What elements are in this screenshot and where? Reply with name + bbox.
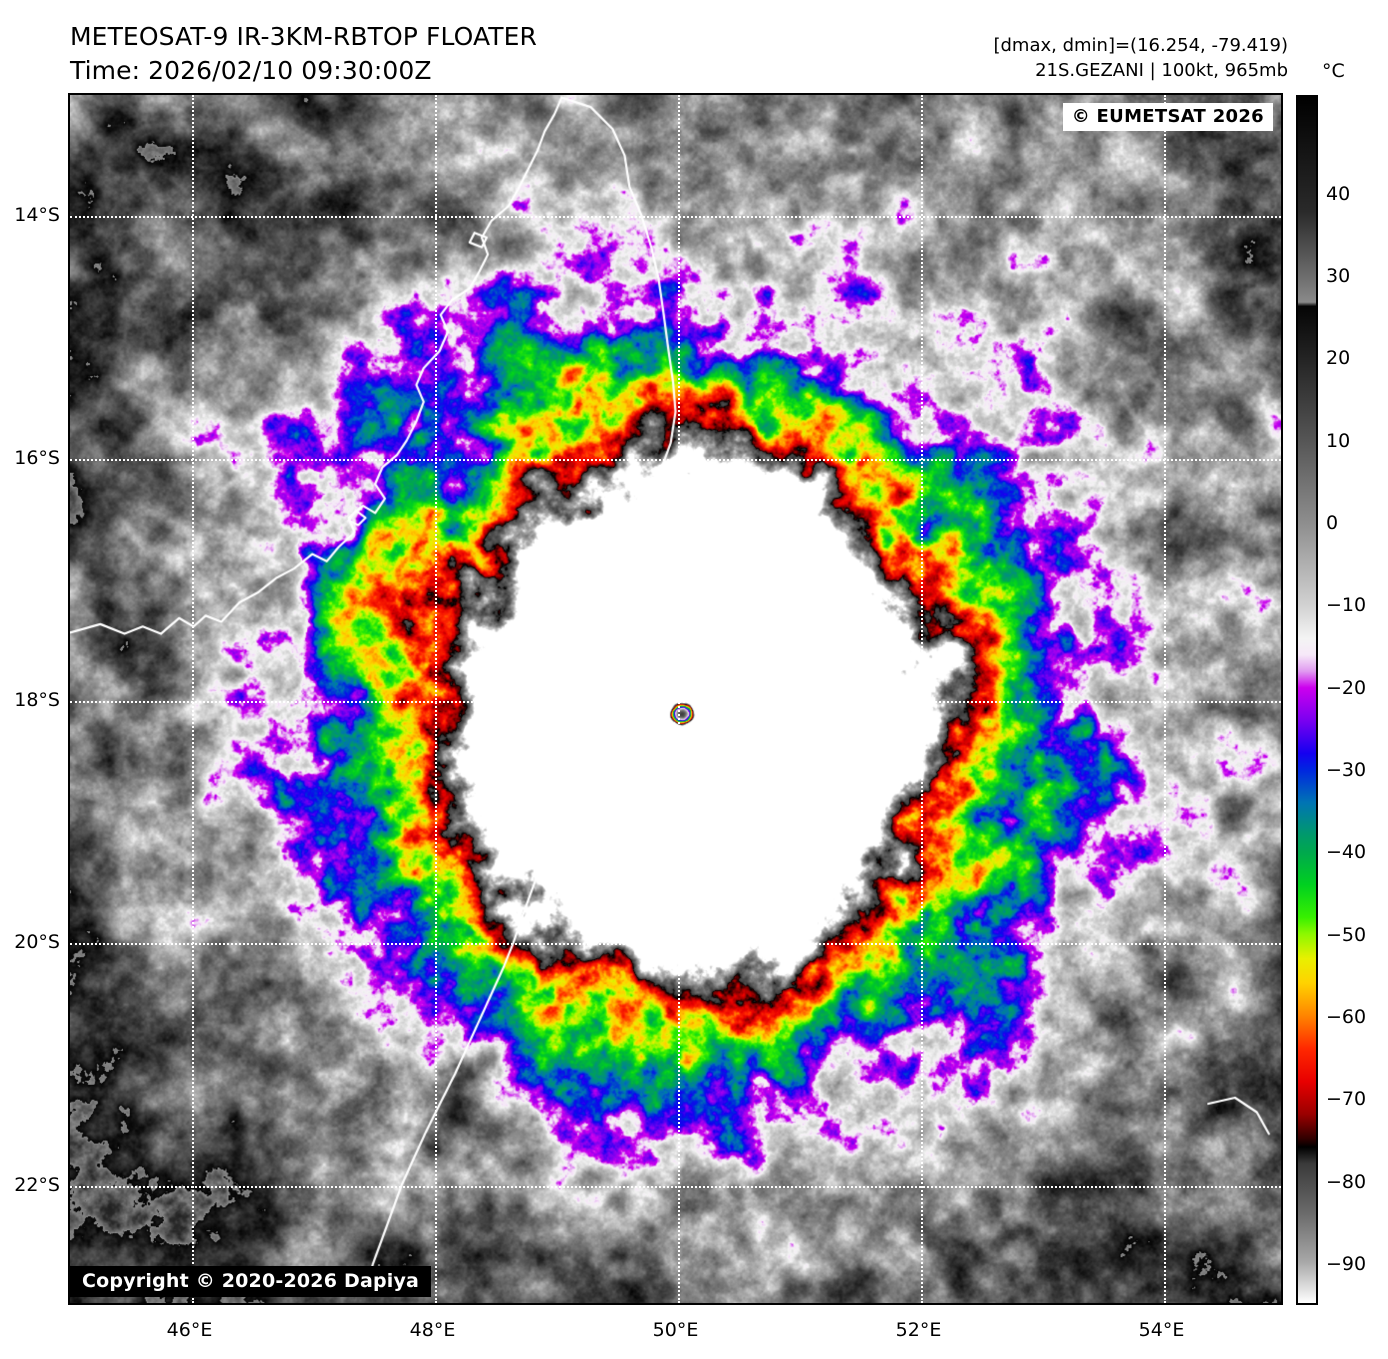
lon-tick-0: 46°E <box>166 1319 213 1341</box>
header-metadata: [dmax, dmin]=(16.254, -79.419) 21S.GEZAN… <box>993 35 1288 81</box>
colorbar-tick-4: 0 <box>1326 512 1339 535</box>
colorbar-tick-12: −80 <box>1326 1170 1367 1193</box>
colorbar-tick-2: 20 <box>1326 347 1351 370</box>
lat-tick-3: 20°S <box>14 931 60 954</box>
colorbar-gradient <box>1298 97 1316 1303</box>
lon-tick-3: 52°E <box>895 1319 942 1341</box>
colorbar-tick-11: −70 <box>1326 1088 1367 1111</box>
colorbar-tick-5: −10 <box>1326 594 1367 617</box>
colorbar-tick-13: −90 <box>1326 1252 1367 1275</box>
lat-tick-0: 14°S <box>14 204 60 227</box>
lon-tick-2: 50°E <box>652 1319 699 1341</box>
temperature-colorbar <box>1296 95 1318 1305</box>
copyright-banner: Copyright © 2020-2026 Dapiya <box>70 1266 432 1297</box>
colorbar-unit-label: °C <box>1322 60 1345 82</box>
satellite-image-panel[interactable]: © EUMETSAT 2026 Copyright © 2020-2026 Da… <box>68 93 1283 1305</box>
colorbar-tick-3: 10 <box>1326 429 1351 452</box>
colorbar-tick-1: 30 <box>1326 265 1351 288</box>
eumetsat-credit-badge: © EUMETSAT 2026 <box>1062 103 1273 131</box>
satellite-ir-imagery <box>70 95 1281 1303</box>
lon-tick-1: 48°E <box>409 1319 456 1341</box>
colorbar-tick-8: −40 <box>1326 841 1367 864</box>
lon-tick-4: 54°E <box>1138 1319 1185 1341</box>
colorbar-tick-9: −50 <box>1326 923 1367 946</box>
colorbar-tick-7: −30 <box>1326 758 1367 781</box>
page-title: METEOSAT-9 IR-3KM-RBTOP FLOATER Time: 20… <box>70 22 537 85</box>
colorbar-tick-6: −20 <box>1326 676 1367 699</box>
colorbar-tick-0: 40 <box>1326 182 1351 205</box>
lat-tick-2: 18°S <box>14 689 60 711</box>
lat-tick-4: 22°S <box>14 1173 60 1196</box>
colorbar-tick-10: −60 <box>1326 1005 1367 1028</box>
lat-tick-1: 16°S <box>14 446 60 469</box>
